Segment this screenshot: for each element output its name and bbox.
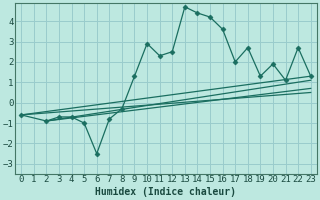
X-axis label: Humidex (Indice chaleur): Humidex (Indice chaleur) xyxy=(95,187,236,197)
